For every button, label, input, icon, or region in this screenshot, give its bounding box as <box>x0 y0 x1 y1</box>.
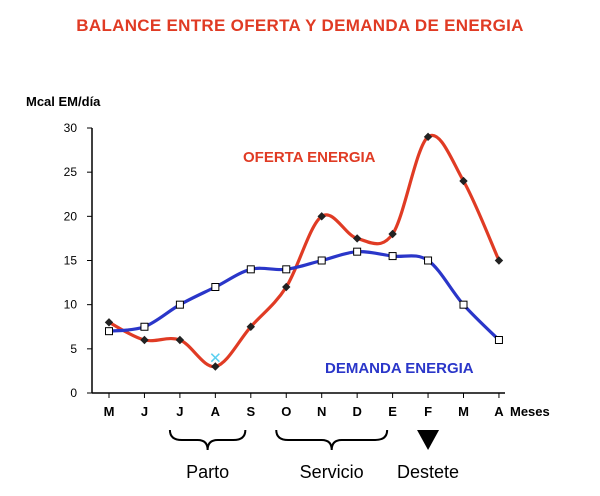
data-point <box>176 301 183 308</box>
series-line <box>109 252 499 340</box>
y-tick-label: 30 <box>64 121 78 135</box>
series-line <box>109 135 499 366</box>
extra-point <box>211 354 219 362</box>
y-tick-label: 25 <box>64 165 78 179</box>
series-label-demanda: DEMANDA ENERGIA <box>325 360 474 377</box>
event-label: Destete <box>397 462 459 482</box>
x-tick-label: N <box>317 404 326 419</box>
x-tick-label: O <box>281 404 291 419</box>
annotation-servicio: Servicio <box>276 430 387 482</box>
data-point <box>141 337 148 344</box>
event-label: Parto <box>186 462 229 482</box>
data-point <box>495 337 502 344</box>
data-point <box>389 253 396 260</box>
y-ticks: 0 5 10 15 20 25 30 <box>64 121 92 400</box>
y-tick-label: 20 <box>64 209 78 223</box>
x-tick-label: J <box>141 404 148 419</box>
y-tick-label: 15 <box>64 254 78 268</box>
data-point <box>460 301 467 308</box>
brace <box>170 430 245 450</box>
series-demanda <box>106 248 503 343</box>
brace <box>276 430 387 450</box>
data-point <box>318 257 325 264</box>
data-point <box>425 257 432 264</box>
x-tick-label: M <box>104 404 115 419</box>
annotation-parto: Parto <box>170 430 245 482</box>
data-point <box>212 284 219 291</box>
annotation-destete: Destete <box>397 430 459 482</box>
x-tick-label: F <box>424 404 432 419</box>
x-tick-label: D <box>352 404 361 419</box>
x-tick-label: M <box>458 404 469 419</box>
data-point <box>354 248 361 255</box>
annotations: Parto Servicio Destete <box>170 430 459 482</box>
y-tick-label: 10 <box>64 298 78 312</box>
data-point <box>141 323 148 330</box>
data-point <box>106 328 113 335</box>
x-tick-label: A <box>494 404 504 419</box>
y-axis-label: Mcal EM/día <box>26 94 101 109</box>
series-label-oferta: OFERTA ENERGIA <box>243 149 376 166</box>
event-label: Servicio <box>300 462 364 482</box>
x-axis-label: Meses <box>510 404 550 419</box>
triangle-down-marker <box>417 430 439 450</box>
y-tick-label: 5 <box>70 342 77 356</box>
series-oferta <box>106 133 503 370</box>
data-point <box>283 266 290 273</box>
x-tick-label: J <box>176 404 183 419</box>
series-layer <box>106 133 503 370</box>
y-tick-label: 0 <box>70 386 77 400</box>
x-tick-label: S <box>246 404 255 419</box>
x-tick-label: E <box>388 404 397 419</box>
data-point <box>247 266 254 273</box>
x-tick-label: A <box>211 404 221 419</box>
